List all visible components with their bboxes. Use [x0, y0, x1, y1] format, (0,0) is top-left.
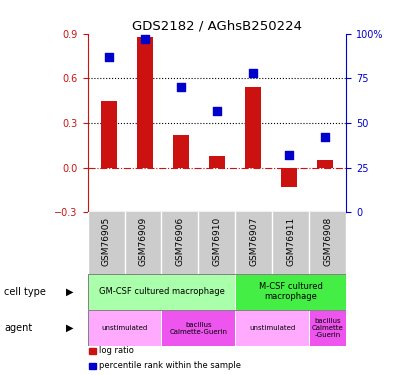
Point: [214, 108, 220, 114]
Bar: [235, 274, 346, 310]
Bar: [90, 363, 96, 369]
Bar: [162, 310, 235, 346]
Point: [250, 70, 256, 76]
Bar: [281, 168, 297, 187]
Text: bacillus
Calmette-Guerin: bacillus Calmette-Guerin: [170, 321, 227, 334]
Bar: [245, 87, 261, 168]
Text: unstimulated: unstimulated: [101, 325, 148, 331]
Text: GSM76911: GSM76911: [286, 217, 295, 266]
Text: unstimulated: unstimulated: [249, 325, 295, 331]
Text: GSM76909: GSM76909: [139, 217, 148, 266]
Title: GDS2182 / AGhsB250224: GDS2182 / AGhsB250224: [132, 20, 302, 33]
Text: GSM76908: GSM76908: [323, 217, 332, 266]
Bar: [235, 310, 309, 346]
Point: [142, 36, 148, 42]
Point: [322, 134, 328, 140]
Text: GM-CSF cultured macrophage: GM-CSF cultured macrophage: [99, 287, 224, 296]
Bar: [88, 274, 235, 310]
Text: GSM76906: GSM76906: [176, 217, 184, 266]
Text: ▶: ▶: [66, 323, 73, 333]
Text: percentile rank within the sample: percentile rank within the sample: [100, 362, 241, 370]
Bar: [209, 156, 225, 168]
Bar: [88, 310, 162, 346]
Bar: [101, 101, 117, 168]
Text: cell type: cell type: [4, 287, 46, 297]
Point: [106, 54, 112, 60]
Bar: [317, 160, 333, 168]
Text: agent: agent: [4, 323, 32, 333]
Bar: [90, 348, 96, 354]
Text: GSM76907: GSM76907: [250, 217, 258, 266]
Point: [286, 152, 292, 158]
Text: GSM76910: GSM76910: [213, 217, 221, 266]
Text: bacillus
Calmette
-Guerin: bacillus Calmette -Guerin: [312, 318, 343, 338]
Bar: [173, 135, 189, 168]
Bar: [309, 310, 346, 346]
Text: GSM76905: GSM76905: [101, 217, 111, 266]
Bar: [137, 37, 153, 168]
Text: ▶: ▶: [66, 287, 73, 297]
Text: M-CSF cultured
macrophage: M-CSF cultured macrophage: [259, 282, 323, 302]
Text: log ratio: log ratio: [100, 346, 134, 355]
Point: [178, 84, 184, 90]
